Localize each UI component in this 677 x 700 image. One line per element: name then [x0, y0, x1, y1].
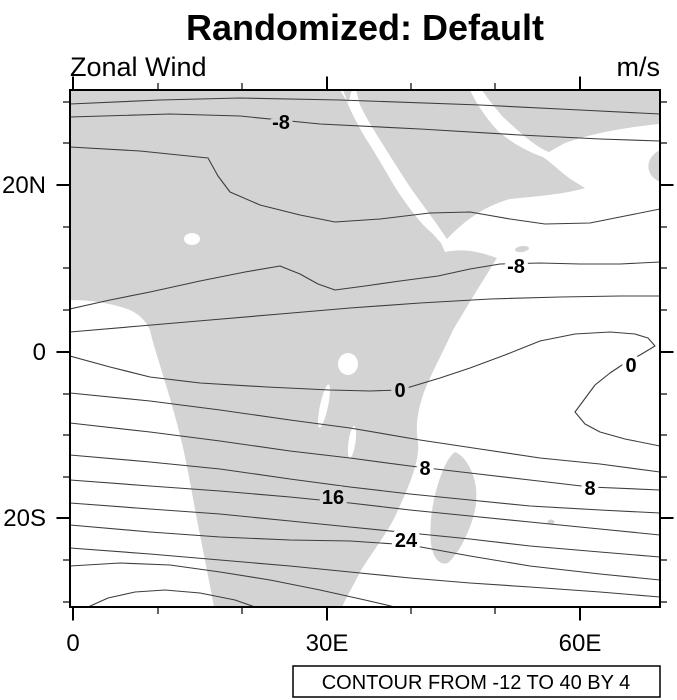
contour-line-n1	[70, 97, 660, 115]
contour-line-s32	[70, 562, 396, 607]
arabia-landmass	[356, 90, 585, 239]
contour-label-0: 0	[394, 380, 405, 402]
y-tick-label: 20N	[2, 172, 46, 199]
contour-line-s28	[70, 547, 660, 598]
units-label: m/s	[617, 52, 661, 82]
contour-info-box: CONTOUR FROM -12 TO 40 BY 4	[292, 665, 661, 698]
contour-line-s36-arch	[87, 589, 256, 607]
field-title: Zonal Wind	[70, 52, 207, 82]
contour-label--8: -8	[507, 256, 525, 278]
contour-line-zero	[70, 331, 660, 447]
map-layer	[70, 90, 660, 607]
contour-line-s24	[70, 524, 660, 581]
oman-edge-patch	[648, 150, 660, 182]
axis-tick-labels: 0 30E 60E 20N 0 20S	[2, 172, 601, 657]
x-tick-label: 60E	[559, 630, 602, 657]
main-title: Randomized: Default	[186, 7, 544, 48]
x-tick-label: 30E	[306, 630, 349, 657]
x-tick-label: 0	[66, 630, 79, 657]
comoros-island	[438, 499, 444, 503]
contour-line-s12	[70, 454, 660, 514]
contour-label-16: 16	[322, 487, 344, 509]
contour-line-n3	[70, 146, 660, 225]
contour-line-n4	[70, 261, 660, 310]
contour-info-text: CONTOUR FROM -12 TO 40 BY 4	[322, 672, 631, 694]
socotra-island	[515, 245, 529, 253]
contour-line-s20	[70, 502, 660, 558]
contour-line-n2	[70, 113, 660, 142]
contour-line-s16	[70, 479, 660, 536]
contour-line-n5	[70, 295, 660, 333]
africa-landmass	[70, 90, 497, 607]
contour-label-8: 8	[584, 478, 595, 500]
contour-line-s8	[70, 422, 660, 491]
axis-ticks	[56, 76, 674, 621]
y-tick-label: 0	[33, 339, 46, 366]
contour-value-labels: -8 -8 0 0 8 8 16 24	[268, 108, 640, 556]
contour-label-8: 8	[419, 458, 430, 480]
contour-label-24: 24	[395, 530, 418, 552]
contour-label-0: 0	[625, 355, 636, 377]
lake-victoria	[338, 353, 358, 375]
lake-chad	[184, 233, 200, 245]
lake-tanganyika	[317, 384, 331, 428]
mauritius-island	[547, 519, 555, 525]
contour-lines	[70, 97, 660, 607]
sinai-wedge	[343, 90, 352, 103]
y-tick-label: 20S	[3, 505, 46, 532]
contour-label--8: -8	[272, 112, 290, 134]
lake-malawi	[347, 426, 357, 458]
iran-landmass	[482, 90, 660, 152]
plot-frame	[69, 89, 661, 608]
contour-line-s4	[70, 392, 660, 473]
contour-info-border	[292, 665, 661, 698]
